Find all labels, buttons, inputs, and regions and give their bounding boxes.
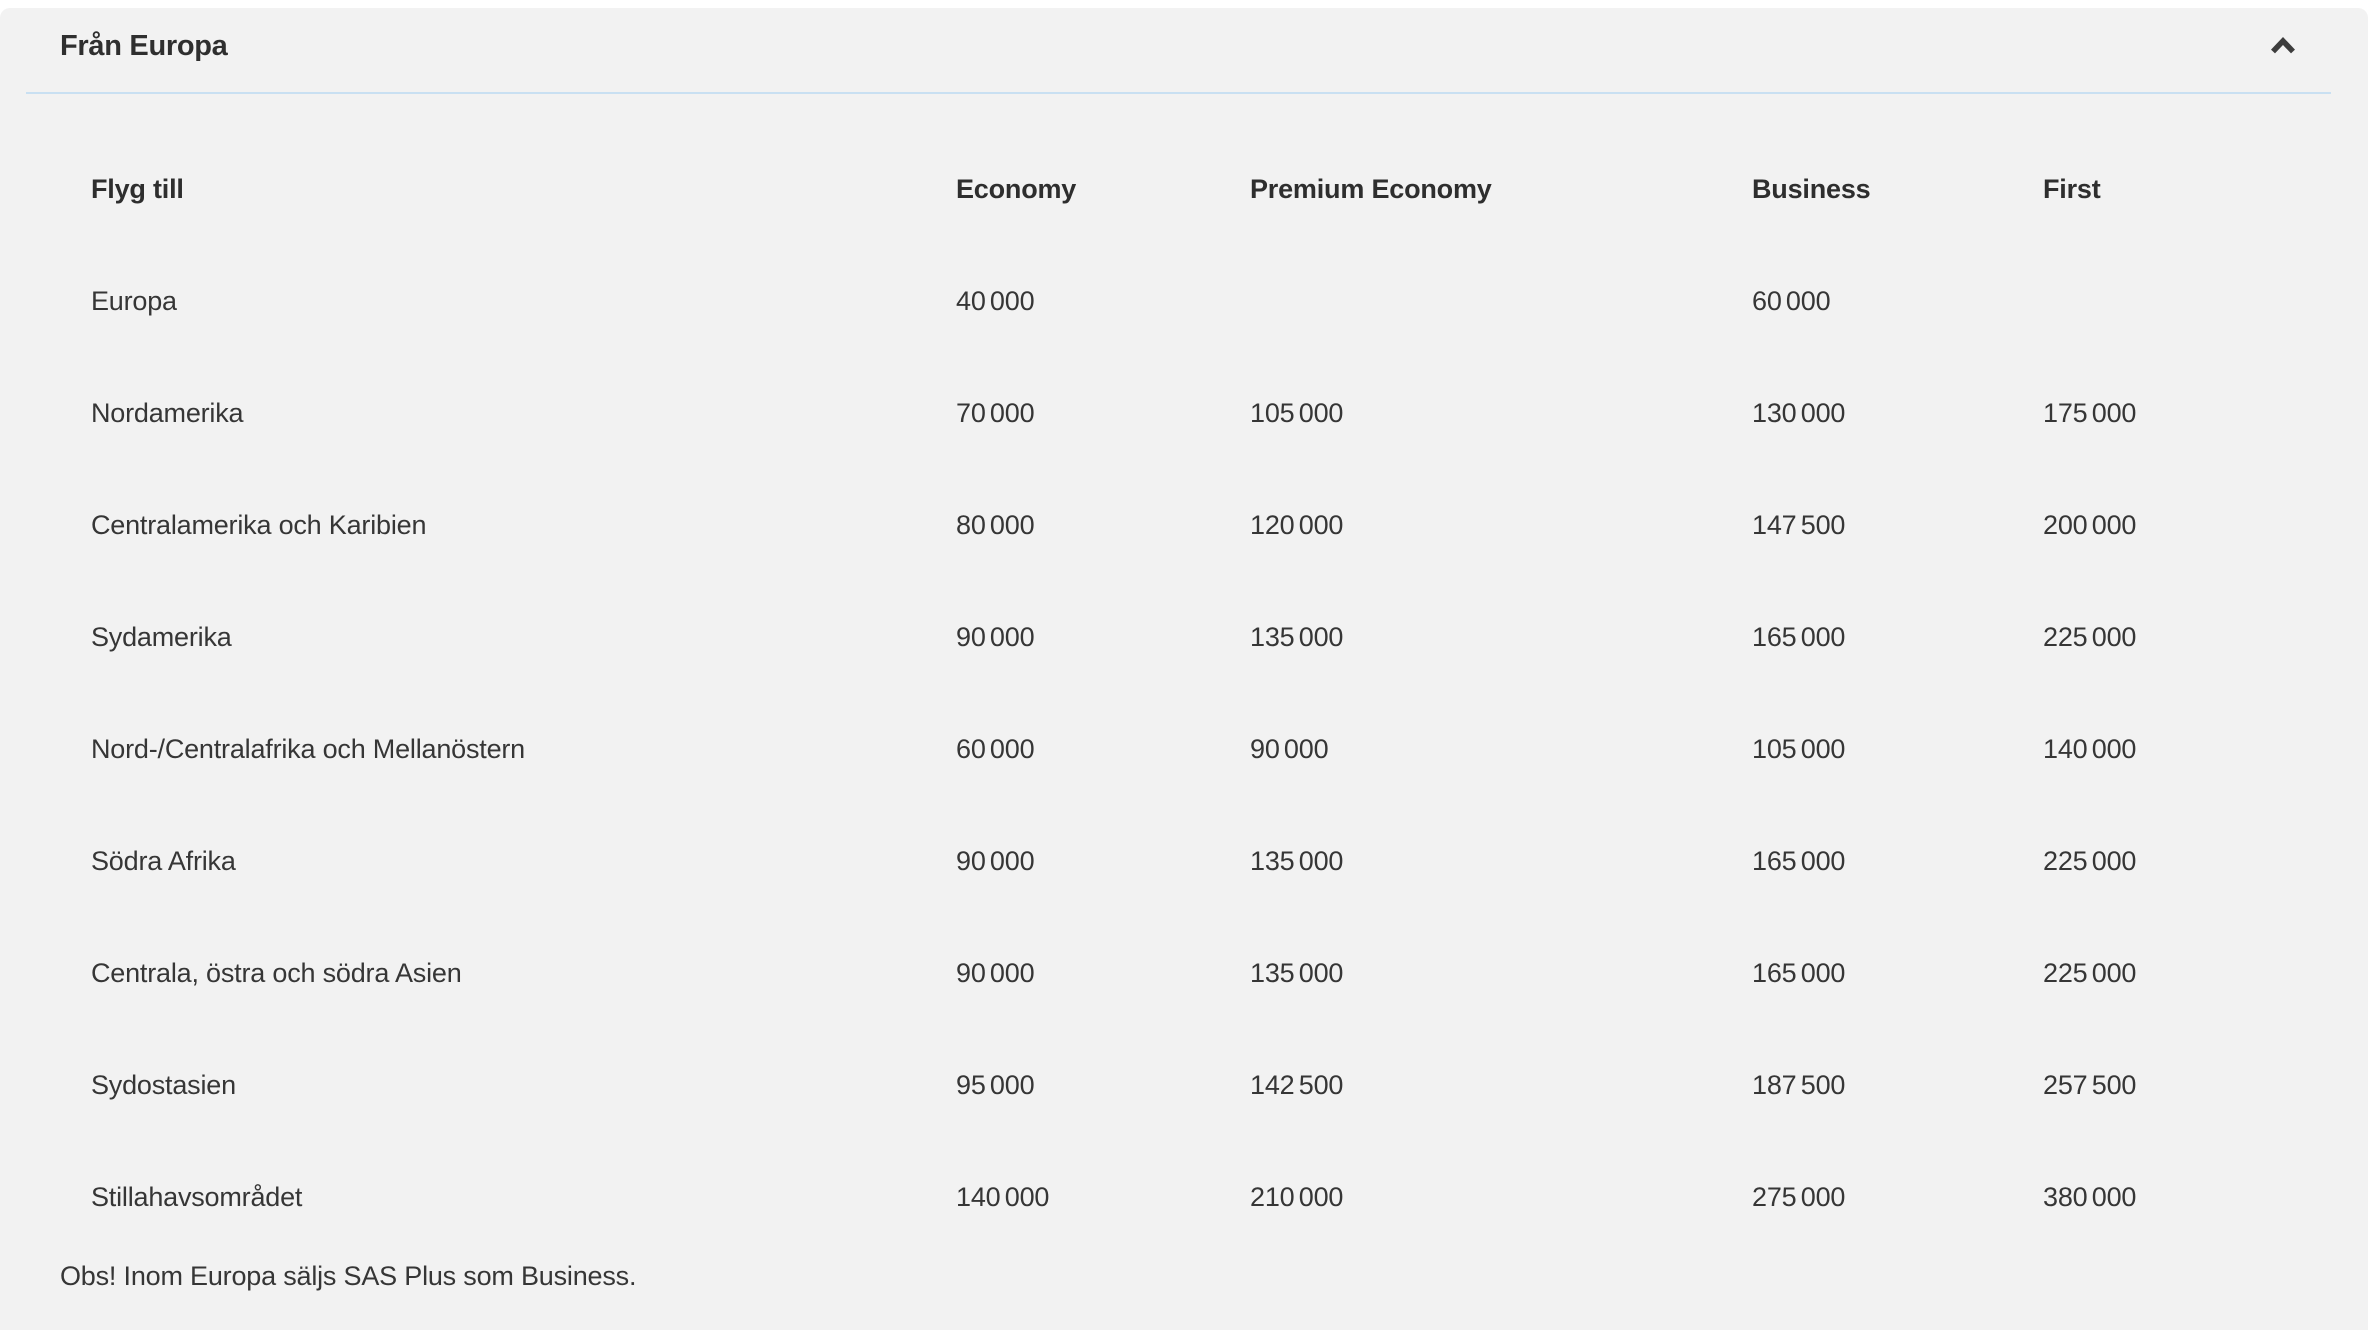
cell-economy: 90 000 — [956, 845, 1035, 876]
cell-business: 130 000 — [1752, 397, 1846, 428]
table-row: Sydamerika 90 000 135 000 165 000 225 00… — [91, 581, 2308, 693]
table-row: Södra Afrika 90 000 135 000 165 000 225 … — [91, 805, 2308, 917]
accordion-panel: Från Europa Flyg till Economy Premium Ec… — [0, 8, 2368, 1330]
accordion-header-fran-europa[interactable]: Från Europa — [0, 8, 2368, 84]
cell-economy: 60 000 — [956, 733, 1035, 764]
column-header-premium-economy: Premium Economy — [1250, 173, 1492, 204]
cell-first: 225 000 — [2043, 845, 2137, 876]
cell-business: 165 000 — [1752, 621, 1846, 652]
cell-destination: Europa — [91, 285, 177, 316]
cell-business: 275 000 — [1752, 1181, 1846, 1212]
table-row: Centralamerika och Karibien 80 000 120 0… — [91, 469, 2308, 581]
cell-premium-economy: 90 000 — [1250, 733, 1329, 764]
cell-destination: Stillahavsområdet — [91, 1181, 303, 1212]
cell-destination: Södra Afrika — [91, 845, 236, 876]
cell-business: 147 500 — [1752, 509, 1846, 540]
cell-first: 200 000 — [2043, 509, 2137, 540]
cell-economy: 80 000 — [956, 509, 1035, 540]
price-table: Flyg till Economy Premium Economy Busine… — [91, 133, 2308, 1253]
cell-premium-economy: 135 000 — [1250, 621, 1344, 652]
table-row: Stillahavsområdet 140 000 210 000 275 00… — [91, 1141, 2308, 1253]
divider — [26, 92, 2331, 94]
cell-economy: 70 000 — [956, 397, 1035, 428]
cell-economy: 90 000 — [956, 621, 1035, 652]
cell-economy: 95 000 — [956, 1069, 1035, 1100]
cell-first: 257 500 — [2043, 1069, 2137, 1100]
column-header-flyg-till: Flyg till — [91, 173, 184, 204]
cell-first: 140 000 — [2043, 733, 2137, 764]
chevron-up-icon — [2270, 37, 2296, 59]
column-header-business: Business — [1752, 173, 1871, 204]
cell-premium-economy: 105 000 — [1250, 397, 1344, 428]
footnote: Obs! Inom Europa säljs SAS Plus som Busi… — [60, 1261, 637, 1291]
cell-destination: Nordamerika — [91, 397, 244, 428]
cell-economy: 40 000 — [956, 285, 1035, 316]
cell-destination: Nord-/Centralafrika och Mellanöstern — [91, 733, 525, 764]
table-row: Nordamerika 70 000 105 000 130 000 175 0… — [91, 357, 2308, 469]
cell-destination: Sydostasien — [91, 1069, 236, 1100]
table-header-row: Flyg till Economy Premium Economy Busine… — [91, 133, 2308, 245]
cell-destination: Sydamerika — [91, 621, 232, 652]
cell-first: 175 000 — [2043, 397, 2137, 428]
cell-premium-economy: 210 000 — [1250, 1181, 1344, 1212]
cell-first: 225 000 — [2043, 621, 2137, 652]
cell-economy: 140 000 — [956, 1181, 1050, 1212]
collapse-button[interactable] — [2270, 36, 2296, 56]
cell-premium-economy: 135 000 — [1250, 957, 1344, 988]
cell-first: 225 000 — [2043, 957, 2137, 988]
cell-premium-economy: 120 000 — [1250, 509, 1344, 540]
cell-business: 165 000 — [1752, 957, 1846, 988]
cell-first: 380 000 — [2043, 1181, 2137, 1212]
cell-destination: Centrala, östra och södra Asien — [91, 957, 462, 988]
table-row: Nord-/Centralafrika och Mellanöstern 60 … — [91, 693, 2308, 805]
cell-business: 60 000 — [1752, 285, 1831, 316]
cell-economy: 90 000 — [956, 957, 1035, 988]
table-row: Sydostasien 95 000 142 500 187 500 257 5… — [91, 1029, 2308, 1141]
table-row: Centrala, östra och södra Asien 90 000 1… — [91, 917, 2308, 1029]
cell-business: 187 500 — [1752, 1069, 1846, 1100]
cell-business: 105 000 — [1752, 733, 1846, 764]
table-row: Europa 40 000 60 000 — [91, 245, 2308, 357]
cell-premium-economy: 135 000 — [1250, 845, 1344, 876]
accordion-title: Från Europa — [60, 29, 228, 62]
column-header-first: First — [2043, 173, 2101, 204]
cell-premium-economy: 142 500 — [1250, 1069, 1344, 1100]
cell-destination: Centralamerika och Karibien — [91, 509, 427, 540]
column-header-economy: Economy — [956, 173, 1077, 204]
cell-business: 165 000 — [1752, 845, 1846, 876]
